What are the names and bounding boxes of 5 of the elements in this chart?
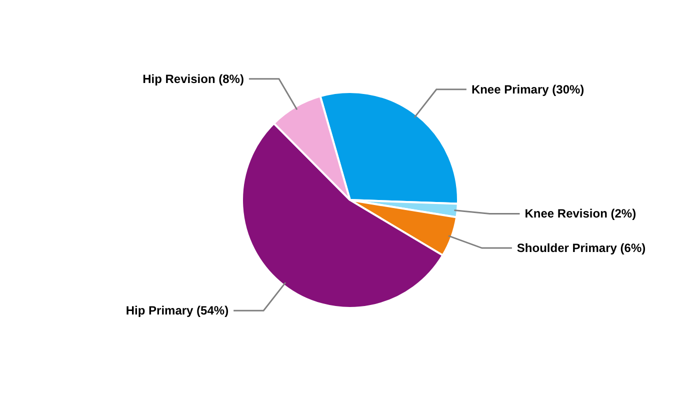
slice-label: Knee Primary (30%)	[471, 82, 584, 96]
slice-label: Shoulder Primary (6%)	[516, 241, 646, 256]
slice-label: Knee Revision (2%)	[524, 206, 636, 221]
slice-label: Hip Primary (54%)	[126, 304, 229, 318]
slice-label: Hip Revision (8%)	[142, 72, 244, 86]
